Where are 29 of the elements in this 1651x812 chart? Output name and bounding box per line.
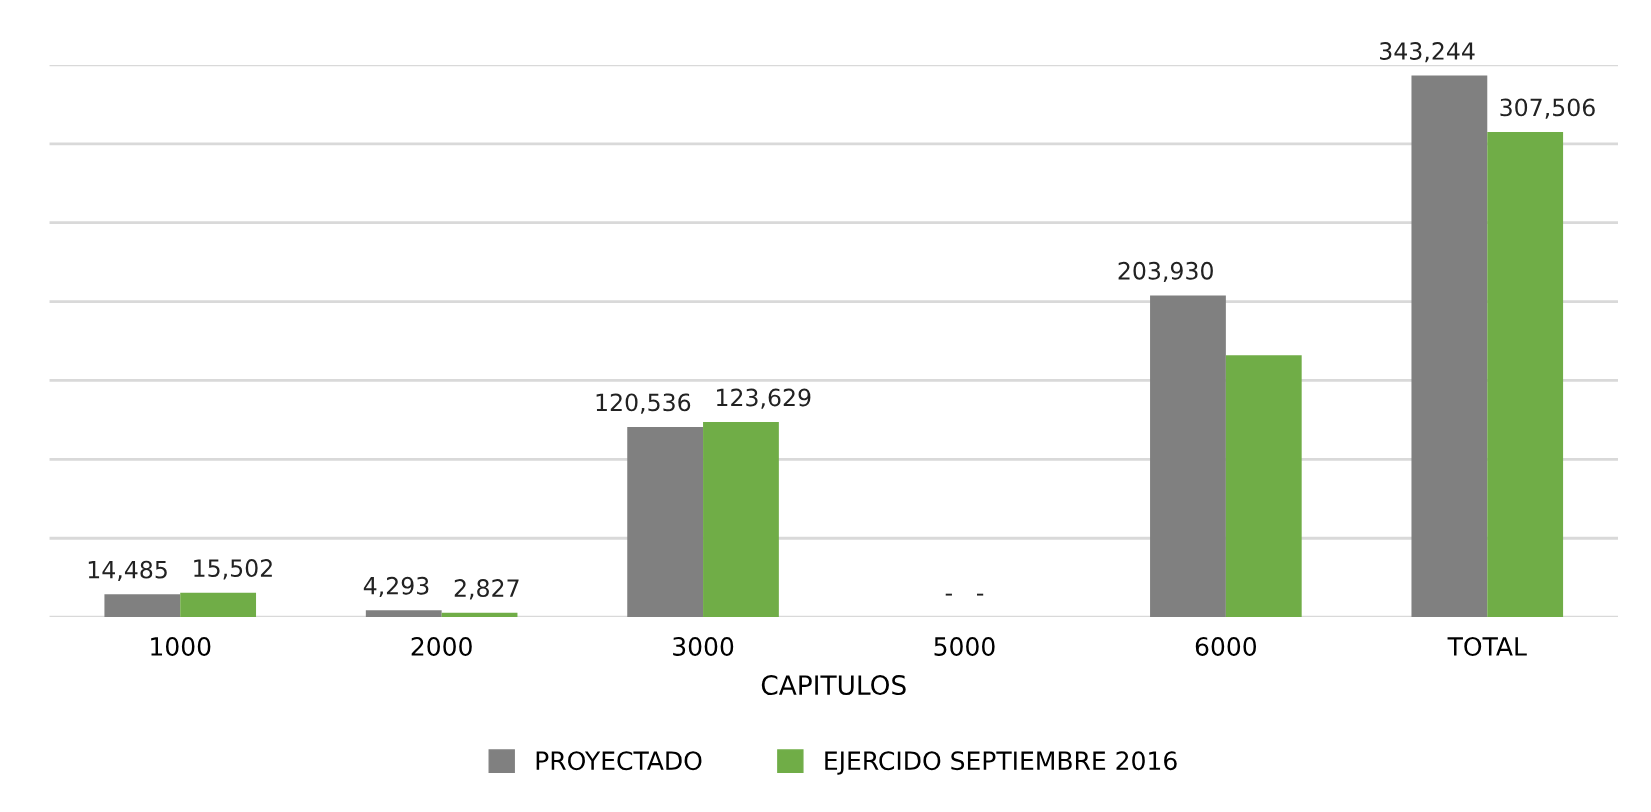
data-label: 343,244	[1380, 42, 1475, 63]
x-tick-label: 3000	[673, 637, 734, 656]
bar	[703, 422, 779, 618]
bar	[1150, 295, 1226, 618]
data-label: -	[976, 593, 984, 596]
data-label: 15,502	[194, 559, 272, 580]
x-axis-title: CAPITULOS	[761, 675, 906, 696]
legend-label: EJERCIDO SEPTIEMBRE 2016	[825, 751, 1177, 775]
x-tick-label: 5000	[934, 637, 995, 656]
bar	[365, 610, 442, 618]
x-tick-label: 1000	[151, 637, 211, 656]
data-label: -	[945, 593, 952, 596]
data-label: 203,930	[1118, 261, 1213, 283]
data-label: 2,827	[454, 579, 519, 600]
legend-label: PROYECTADO	[536, 751, 702, 771]
data-label: 4,293	[363, 576, 429, 598]
x-tick-label: TOTAL	[1447, 637, 1527, 656]
bar	[1487, 132, 1564, 618]
bar	[180, 592, 257, 618]
bar	[104, 594, 181, 618]
x-tick-label: 2000	[411, 637, 472, 656]
data-label: 123,629	[717, 388, 811, 409]
bar	[1411, 75, 1488, 618]
bar	[1225, 355, 1302, 618]
data-label: 307,506	[1500, 98, 1595, 119]
data-label: 120,536	[596, 393, 691, 414]
x-tick-label: 6000	[1195, 637, 1257, 656]
data-label: 14,485	[88, 560, 167, 581]
bar	[627, 426, 704, 618]
